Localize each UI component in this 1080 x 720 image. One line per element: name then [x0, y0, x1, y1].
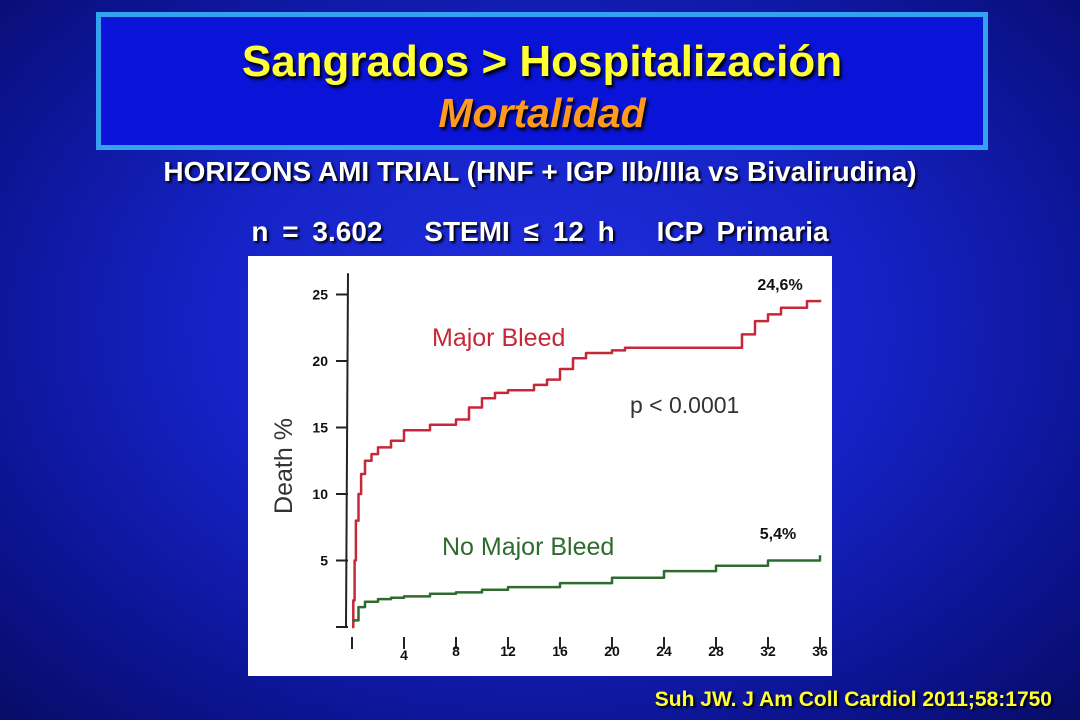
y-tick-label: 25: [312, 287, 328, 303]
y-axis-line: [345, 273, 349, 628]
end-label-no-major-bleed: 5,4%: [760, 526, 796, 543]
y-tick-label: 20: [312, 353, 328, 369]
y-axis-label: Death %: [270, 418, 298, 514]
series-line-no-major-bleed: [352, 555, 822, 622]
x-tick-label: 12: [500, 643, 516, 659]
title-box: Sangrados > Hospitalización Mortalidad: [96, 12, 988, 150]
trial-detail-icp: ICP Primaria: [656, 216, 829, 247]
y-tick-label: 15: [312, 420, 328, 436]
trial-detail-stemi: STEMI ≤ 12 h: [424, 216, 615, 247]
trial-detail-n: n = 3.602: [251, 216, 383, 247]
trial-details: n = 3.602 STEMI ≤ 12 h ICP Primaria: [0, 216, 1080, 248]
x-tick-label: 16: [552, 643, 568, 659]
slide-title: Sangrados > Hospitalización: [241, 37, 843, 86]
end-label-major-bleed: 24,6%: [757, 277, 802, 294]
y-tick-label: 5: [320, 553, 328, 569]
x-tick-label: 4: [400, 647, 408, 663]
y-tick-label: 10: [312, 486, 328, 502]
slide-subtitle-mortalidad: Mortalidad: [438, 90, 646, 136]
mortality-chart: 5 10 15 20 25 4 8 12 16 20 24 28 32 36 Death % Major …: [248, 256, 832, 676]
x-tick-label: 20: [604, 643, 620, 659]
trial-heading: HORIZONS AMI TRIAL (HNF + IGP IIb/IIIa v…: [163, 156, 917, 187]
x-tick-label: 36: [812, 643, 828, 659]
p-value-annotation: p < 0.0001: [630, 392, 739, 418]
series-label-major-bleed: Major Bleed: [432, 324, 565, 352]
citation: Suh JW. J Am Coll Cardiol 2011;58:1750: [654, 688, 1052, 711]
x-tick-label: 24: [656, 643, 672, 659]
x-tick-label: 32: [760, 643, 776, 659]
series-line-major-bleed: [352, 299, 822, 629]
x-tick-label: 28: [708, 643, 724, 659]
series-label-no-major-bleed: No Major Bleed: [442, 533, 614, 561]
x-tick-label: 8: [452, 643, 460, 659]
